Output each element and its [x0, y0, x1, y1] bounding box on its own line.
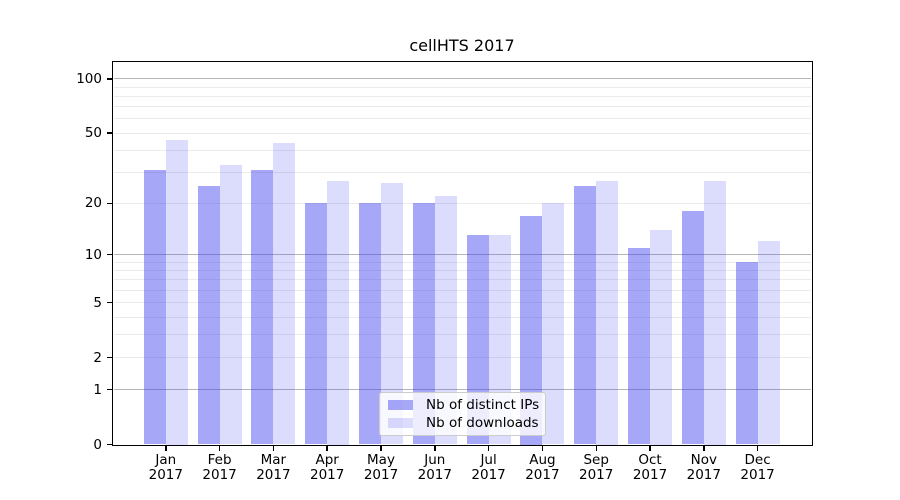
- x-tick-label: Sep 2017: [579, 451, 614, 483]
- y-tick-label: 1: [93, 381, 102, 398]
- legend-item-distinct-ips: Nb of distinct IPs: [388, 397, 540, 414]
- bar: [703, 180, 726, 445]
- gridline-minor: [113, 106, 811, 108]
- bar: [596, 180, 619, 445]
- y-tick: [107, 356, 113, 359]
- bar: [757, 241, 780, 445]
- bar: [574, 186, 597, 445]
- x-tick: [703, 445, 705, 451]
- bar: [650, 230, 672, 445]
- bar: [273, 142, 296, 445]
- gridline-minor: [113, 261, 811, 263]
- y-tick: [107, 202, 113, 205]
- legend-label-distinct-ips: Nb of distinct IPs: [426, 397, 540, 414]
- legend-swatch-downloads-icon: [388, 417, 413, 428]
- bar: [165, 139, 188, 445]
- gridline-minor: [113, 202, 811, 204]
- x-tick: [434, 445, 436, 451]
- bar: [381, 183, 403, 445]
- y-tick-label: 2: [93, 349, 102, 366]
- gridline-minor: [113, 95, 811, 97]
- bar: [434, 196, 457, 445]
- x-tick-label: Mar 2017: [256, 451, 291, 483]
- y-tick-label: 100: [76, 70, 102, 87]
- bar: [143, 169, 166, 445]
- x-tick-label: Jan 2017: [148, 451, 183, 483]
- bar: [681, 211, 704, 445]
- y-tick: [107, 388, 113, 391]
- bar: [251, 169, 274, 445]
- x-tick: [380, 445, 382, 451]
- x-tick-label: Nov 2017: [686, 451, 721, 483]
- y-tick: [107, 253, 113, 256]
- y-tick: [107, 443, 113, 446]
- x-tick-label: Oct 2017: [632, 451, 668, 483]
- x-tick: [595, 445, 597, 451]
- bar: [305, 203, 328, 445]
- y-tick-label: 20: [84, 195, 102, 212]
- gridline-minor: [113, 279, 811, 281]
- x-tick-label: Apr 2017: [310, 451, 345, 483]
- x-tick: [541, 445, 544, 451]
- x-tick: [218, 445, 221, 451]
- gridline-minor: [113, 289, 811, 291]
- bar: [327, 180, 350, 445]
- y-tick-label: 0: [93, 436, 102, 453]
- bar: [359, 203, 381, 445]
- gridline-minor: [113, 86, 811, 88]
- bar: [219, 165, 242, 445]
- x-tick: [649, 445, 651, 451]
- bar: [542, 203, 565, 445]
- x-tick-label: Dec 2017: [740, 451, 775, 483]
- bar: [628, 247, 650, 445]
- gridline-major: [113, 389, 811, 391]
- x-tick: [756, 445, 759, 451]
- x-tick: [272, 445, 275, 451]
- x-tick-label: Aug 2017: [525, 451, 560, 483]
- gridline-minor: [113, 302, 811, 304]
- gridline-major: [113, 78, 811, 80]
- bar: [735, 262, 758, 445]
- x-tick: [165, 445, 167, 451]
- gridline-minor: [113, 118, 811, 120]
- legend: Nb of distinct IPs Nb of downloads: [379, 392, 546, 436]
- gridline-minor: [113, 269, 811, 271]
- bar: [520, 215, 543, 445]
- gridline-minor: [113, 172, 811, 173]
- x-tick: [487, 445, 490, 451]
- y-tick-label: 10: [84, 246, 102, 263]
- gridline-major: [113, 254, 811, 255]
- legend-item-downloads: Nb of downloads: [388, 414, 539, 431]
- y-tick-label: 5: [93, 294, 102, 311]
- x-tick-label: Jul 2017: [471, 451, 506, 483]
- gridline-minor: [113, 334, 811, 336]
- gridline-minor: [113, 357, 811, 358]
- y-tick: [107, 132, 113, 134]
- legend-label-downloads: Nb of downloads: [426, 414, 539, 431]
- x-tick-label: Jun 2017: [417, 451, 452, 483]
- gridline-minor: [113, 316, 811, 318]
- x-tick-label: May 2017: [363, 451, 399, 483]
- bar: [197, 186, 220, 445]
- y-tick: [107, 301, 113, 304]
- bar: [412, 203, 435, 445]
- y-tick-label: 50: [84, 125, 102, 141]
- y-tick: [107, 78, 113, 80]
- gridline-minor: [113, 149, 811, 151]
- chart-title: cellHTS 2017: [409, 36, 515, 55]
- x-tick: [326, 445, 328, 451]
- x-tick-label: Feb 2017: [202, 451, 237, 483]
- gridline-minor: [113, 132, 811, 134]
- legend-swatch-distinct-ips-icon: [388, 400, 413, 411]
